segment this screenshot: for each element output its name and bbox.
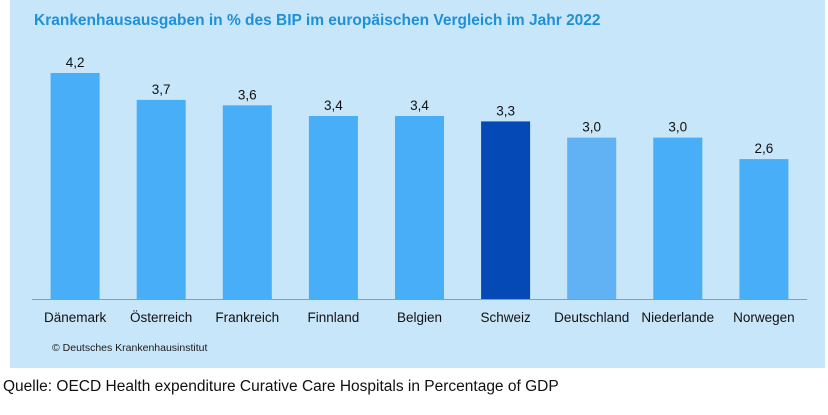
value-label-3: 3,4 bbox=[324, 98, 343, 113]
bar-4 bbox=[395, 116, 444, 299]
category-label-2: Frankreich bbox=[215, 310, 279, 325]
chart-title: Krankenhausausgaben in % des BIP im euro… bbox=[34, 12, 601, 29]
category-label-0: Dänemark bbox=[44, 310, 107, 325]
bar-6 bbox=[567, 137, 617, 299]
value-label-8: 2,6 bbox=[755, 141, 774, 156]
bar-3 bbox=[308, 116, 358, 299]
category-label-3: Finnland bbox=[308, 310, 360, 325]
value-label-4: 3,4 bbox=[410, 98, 429, 113]
category-label-1: Österreich bbox=[130, 310, 192, 325]
bar-1 bbox=[136, 99, 186, 300]
copyright-note: © Deutsches Krankenhausinstitut bbox=[52, 342, 208, 354]
source-note: Quelle: OECD Health expenditure Curative… bbox=[3, 378, 559, 395]
bar-7 bbox=[653, 137, 703, 299]
value-label-7: 3,0 bbox=[668, 120, 687, 135]
value-label-0: 4,2 bbox=[66, 55, 85, 70]
value-label-5: 3,3 bbox=[496, 103, 515, 118]
category-label-7: Niederlande bbox=[641, 310, 714, 325]
bar-8 bbox=[739, 159, 789, 299]
value-label-2: 3,6 bbox=[238, 87, 257, 102]
bar-0 bbox=[50, 73, 100, 299]
category-label-6: Deutschland bbox=[554, 310, 629, 325]
category-label-5: Schweiz bbox=[480, 310, 531, 325]
bar-5 bbox=[481, 121, 531, 300]
chart-panel: Krankenhausausgaben in % des BIP im euro… bbox=[10, 0, 825, 368]
category-label-8: Norwegen bbox=[733, 310, 795, 325]
bar-2 bbox=[222, 105, 272, 299]
value-label-1: 3,7 bbox=[152, 82, 171, 97]
value-label-6: 3,0 bbox=[582, 120, 601, 135]
bar-chart: 4,2 Dänemark 3,7 Österreich 3,6 Frankreich 3,4… bbox=[32, 55, 807, 325]
category-label-4: Belgien bbox=[397, 310, 442, 325]
